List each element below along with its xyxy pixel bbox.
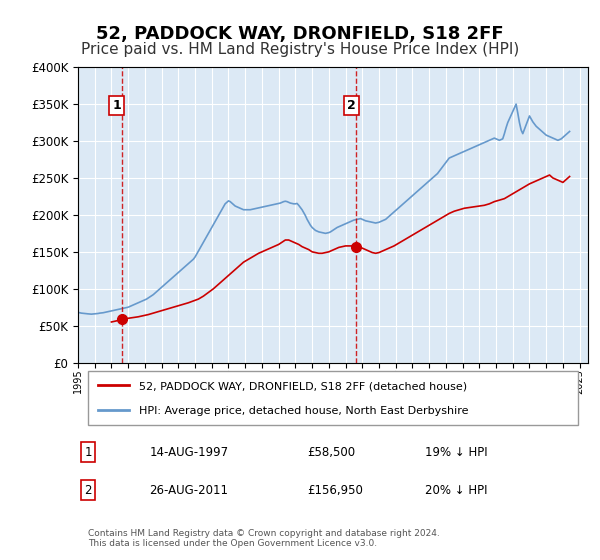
Text: 1: 1 — [85, 446, 92, 459]
Text: 52, PADDOCK WAY, DRONFIELD, S18 2FF: 52, PADDOCK WAY, DRONFIELD, S18 2FF — [96, 25, 504, 43]
Text: £156,950: £156,950 — [308, 484, 364, 497]
Text: Contains HM Land Registry data © Crown copyright and database right 2024.
This d: Contains HM Land Registry data © Crown c… — [88, 529, 440, 548]
Text: 19% ↓ HPI: 19% ↓ HPI — [425, 446, 487, 459]
Text: 14-AUG-1997: 14-AUG-1997 — [149, 446, 229, 459]
Text: 20% ↓ HPI: 20% ↓ HPI — [425, 484, 487, 497]
Text: 2: 2 — [85, 484, 92, 497]
Text: 26-AUG-2011: 26-AUG-2011 — [149, 484, 229, 497]
Text: Price paid vs. HM Land Registry's House Price Index (HPI): Price paid vs. HM Land Registry's House … — [81, 42, 519, 57]
Text: 52, PADDOCK WAY, DRONFIELD, S18 2FF (detached house): 52, PADDOCK WAY, DRONFIELD, S18 2FF (det… — [139, 381, 467, 391]
Text: 2: 2 — [347, 99, 356, 112]
FancyBboxPatch shape — [88, 371, 578, 424]
Text: HPI: Average price, detached house, North East Derbyshire: HPI: Average price, detached house, Nort… — [139, 406, 469, 416]
Text: £58,500: £58,500 — [308, 446, 356, 459]
Text: 1: 1 — [112, 99, 121, 112]
